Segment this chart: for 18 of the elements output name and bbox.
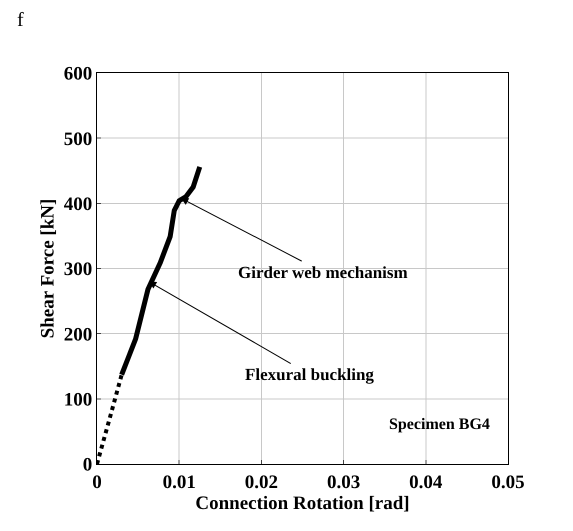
x-axis-title: Connection Rotation [rad] [195, 492, 410, 514]
annotation: Flexural buckling [245, 365, 374, 384]
x-tick-label: 0.03 [326, 472, 360, 493]
y-tick-label: 600 [64, 64, 92, 85]
y-tick-label: 200 [64, 324, 92, 346]
x-tick-label: 0.04 [409, 472, 443, 493]
y-tick-label: 400 [64, 194, 92, 215]
y-axis-title: Shear Force [kN] [38, 198, 59, 338]
y-tick-label: 0 [82, 454, 92, 476]
text: f [17, 9, 24, 31]
y-tick-label: 500 [64, 128, 92, 150]
y-tick-label: 100 [64, 389, 92, 410]
x-tick-label: 0.05 [491, 472, 525, 493]
x-tick-label: 0.01 [162, 472, 196, 493]
annotation: Specimen BG4 [389, 416, 490, 433]
y-tick-label: 300 [64, 259, 92, 280]
x-tick-label: 0.02 [244, 472, 278, 493]
annotation: Girder web mechanism [238, 263, 408, 282]
